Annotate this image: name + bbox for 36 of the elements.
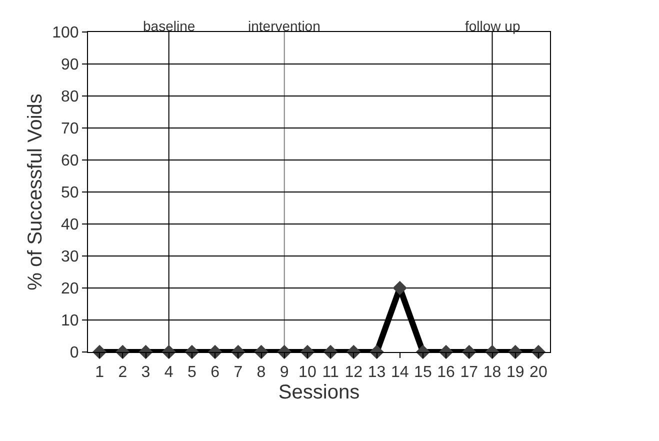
x-tick-label: 12	[344, 364, 363, 382]
y-tick-label: 30	[61, 248, 79, 266]
x-tick-label: 4	[164, 364, 174, 382]
x-tick-label: 10	[298, 364, 316, 382]
ref-line-label: baseline	[143, 18, 196, 34]
y-tick-label: 0	[70, 344, 79, 362]
x-tick-label: 7	[234, 364, 243, 382]
y-tick-label: 90	[61, 56, 79, 74]
y-tick-label: 80	[61, 88, 79, 106]
x-tick-label: 16	[437, 364, 456, 382]
y-tick-label: 20	[61, 280, 79, 298]
y-tick-label: 10	[61, 312, 79, 330]
ref-line-label: intervention	[248, 18, 320, 34]
x-axis-title: Sessions	[278, 382, 360, 404]
y-tick-label: 50	[61, 184, 79, 202]
x-tick-label: 18	[483, 364, 502, 382]
x-tick-label: 6	[210, 364, 220, 382]
x-tick-label: 3	[141, 364, 150, 382]
y-tick-label: 60	[61, 152, 79, 170]
y-tick-label: 70	[61, 120, 79, 138]
x-tick-label: 13	[368, 364, 386, 382]
x-tick-label: 20	[530, 364, 548, 382]
ref-line-label: follow up	[465, 18, 520, 34]
y-axis-title: % of Successful Voids	[24, 94, 47, 290]
x-tick-label: 2	[118, 364, 128, 382]
y-tick-label: 40	[61, 216, 79, 234]
x-tick-label: 9	[280, 364, 289, 382]
x-tick-label: 1	[95, 364, 104, 382]
x-tick-label: 14	[390, 364, 409, 382]
x-tick-label: 8	[256, 364, 266, 382]
x-tick-label: 5	[187, 364, 196, 382]
x-tick-label: 17	[460, 364, 478, 382]
x-tick-label: 11	[322, 364, 339, 382]
x-tick-label: 15	[414, 364, 432, 382]
x-tick-label: 19	[506, 364, 524, 382]
y-tick-label: 100	[52, 24, 79, 42]
